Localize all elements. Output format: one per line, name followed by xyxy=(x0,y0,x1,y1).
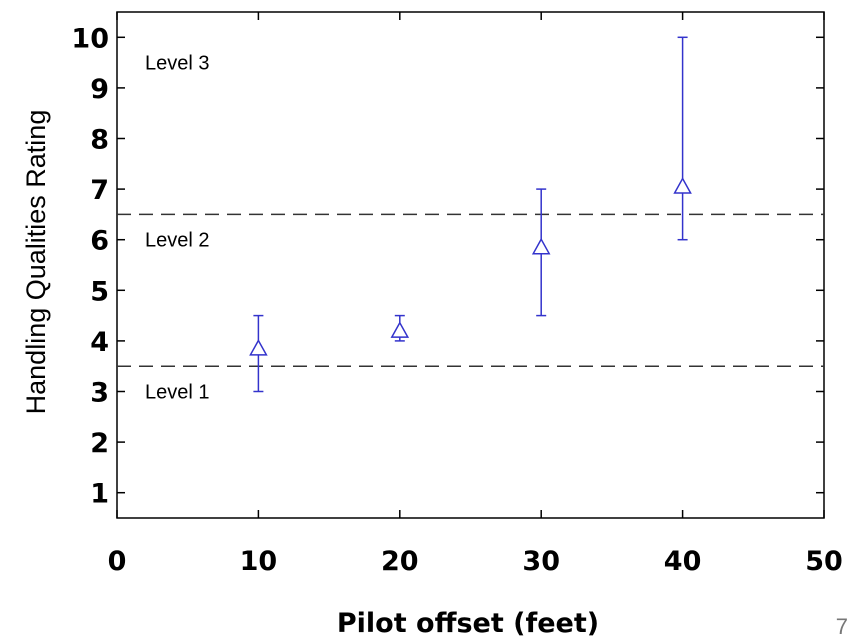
y-tick-label: 8 xyxy=(90,125,109,156)
triangle-marker xyxy=(673,177,692,194)
y-tick-label: 5 xyxy=(90,276,109,307)
region-label: Level 1 xyxy=(145,382,210,404)
y-tick-label: 3 xyxy=(90,378,109,409)
triangle-marker xyxy=(531,237,551,255)
region-label: Level 3 xyxy=(145,53,210,75)
region-label: Level 2 xyxy=(145,230,210,252)
data-series xyxy=(249,36,692,393)
data-point xyxy=(673,36,692,241)
x-tick-label: 10 xyxy=(240,546,278,577)
triangle-marker xyxy=(249,338,268,356)
y-tick-label: 7 xyxy=(90,175,109,206)
y-tick-label: 1 xyxy=(90,479,109,510)
plot-area xyxy=(116,11,825,519)
y-axis-ticks: 1 2 3 4 5 6 7 8 9 10 xyxy=(71,23,824,510)
data-point xyxy=(390,314,410,342)
triangle-marker xyxy=(390,321,410,338)
x-axis-label: Pilot offset (feet) xyxy=(337,608,599,639)
x-tick-label: 20 xyxy=(381,546,419,577)
x-tick-label: 0 xyxy=(108,546,127,577)
data-point xyxy=(249,314,268,393)
y-axis-label: Handling Qualities Rating xyxy=(21,110,51,415)
x-tick-label: 50 xyxy=(805,546,843,577)
page-number: 7 xyxy=(836,614,848,639)
y-tick-label: 2 xyxy=(90,428,109,459)
x-axis-ticks: 0 10 20 30 40 50 xyxy=(108,12,843,577)
y-tick-label: 9 xyxy=(90,74,109,105)
x-tick-label: 40 xyxy=(664,546,702,577)
y-tick-label: 10 xyxy=(71,23,109,54)
region-labels: Level 3 Level 2 Level 1 xyxy=(145,53,210,404)
level-boundaries xyxy=(117,213,824,367)
data-point xyxy=(531,188,551,317)
x-tick-label: 30 xyxy=(522,546,560,577)
y-tick-label: 6 xyxy=(90,226,109,257)
y-tick-label: 4 xyxy=(90,327,109,358)
